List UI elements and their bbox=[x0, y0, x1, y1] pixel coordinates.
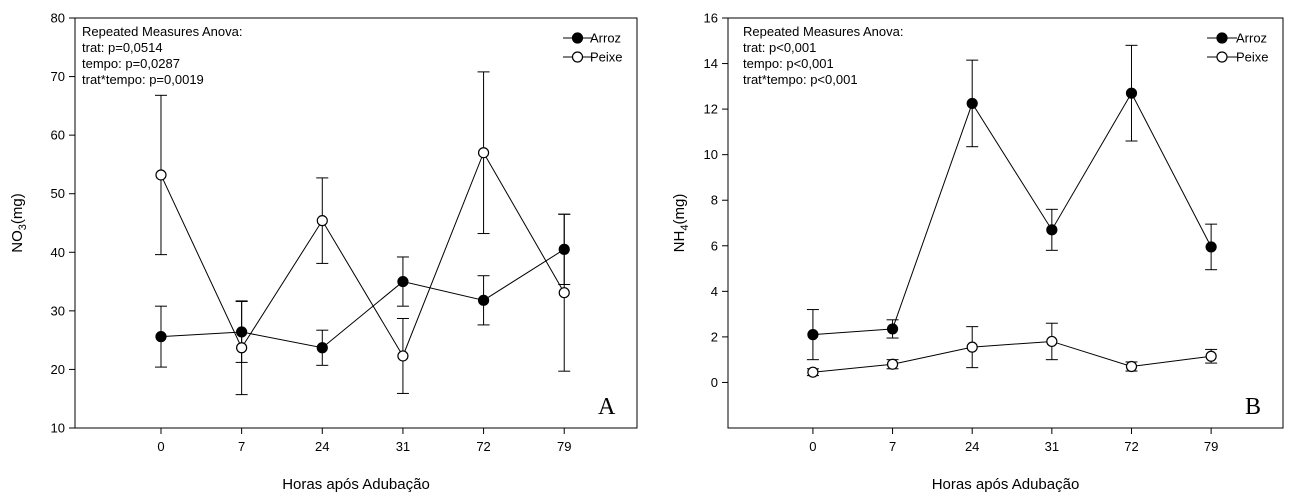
y-tick-label: 60 bbox=[51, 128, 65, 143]
panel-letter: B bbox=[1245, 394, 1261, 420]
data-point-peixe bbox=[477, 147, 490, 159]
y-axis-title-unit: (mg) bbox=[671, 194, 688, 225]
x-tick-label: 79 bbox=[557, 439, 571, 454]
y-tick-label: 80 bbox=[51, 11, 65, 26]
y-tick-label: 12 bbox=[704, 102, 718, 117]
data-point-peixe bbox=[886, 358, 899, 370]
legend-label-peixe: Peixe bbox=[590, 50, 623, 65]
y-tick-label: 2 bbox=[711, 329, 718, 344]
y-tick-label: 16 bbox=[704, 11, 718, 26]
y-axis-title-main: NH bbox=[671, 231, 688, 253]
data-point-arroz bbox=[316, 342, 328, 354]
anova-line: trat: p<0,001 bbox=[743, 40, 816, 55]
legend-marker-peixe bbox=[571, 51, 584, 63]
x-tick-label: 31 bbox=[396, 439, 410, 454]
data-point-arroz bbox=[886, 323, 899, 335]
data-point-peixe bbox=[558, 287, 570, 299]
plot-frame bbox=[74, 17, 638, 429]
legend-label-arroz: Arroz bbox=[1236, 31, 1267, 46]
anova-line: trat*tempo: p<0,001 bbox=[743, 72, 858, 87]
legend-marker-peixe bbox=[1216, 51, 1228, 63]
y-axis-title: NH4(mg) bbox=[671, 194, 691, 253]
data-point-arroz bbox=[155, 331, 167, 343]
y-tick-label: 40 bbox=[51, 245, 65, 260]
series-peixe bbox=[154, 71, 571, 396]
data-point-arroz bbox=[807, 329, 819, 341]
series-line-peixe bbox=[812, 340, 1212, 373]
data-point-arroz bbox=[397, 275, 409, 288]
series-line-arroz bbox=[160, 248, 565, 349]
series-line-peixe bbox=[160, 151, 565, 358]
data-point-peixe bbox=[966, 341, 978, 353]
chart-panel-a: 10 20 30 40 50 60 70 80 0 7 24 31 72 79 Horas após Adu… bbox=[9, 11, 638, 493]
data-point-arroz bbox=[1205, 241, 1217, 253]
legend-label-arroz: Arroz bbox=[590, 31, 621, 46]
x-tick-label: 0 bbox=[809, 439, 816, 454]
x-tick-label: 7 bbox=[889, 439, 896, 454]
anova-line: tempo: p=0,0287 bbox=[82, 56, 180, 71]
anova-line: Repeated Measures Anova: bbox=[743, 24, 903, 39]
y-tick-label: 4 bbox=[711, 284, 718, 299]
y-tick-label: 14 bbox=[704, 56, 718, 71]
data-point-peixe bbox=[316, 215, 328, 227]
x-tick-label: 79 bbox=[1204, 439, 1218, 454]
y-tick-label: 30 bbox=[51, 303, 65, 318]
data-point-arroz bbox=[966, 97, 978, 110]
y-tick-label: 8 bbox=[711, 193, 718, 208]
x-axis-title: Horas após Adubação bbox=[932, 476, 1080, 493]
y-tick-label: 10 bbox=[51, 421, 65, 436]
y-axis-title-subscript: 3 bbox=[17, 224, 29, 230]
data-point-peixe bbox=[155, 169, 167, 181]
y-axis-title-unit: (mg) bbox=[9, 193, 26, 224]
x-axis-title: Horas após Adubação bbox=[282, 476, 430, 493]
y-axis-title: NO3(mg) bbox=[9, 193, 29, 252]
data-point-peixe bbox=[1205, 350, 1217, 362]
x-tick-label: 7 bbox=[238, 439, 245, 454]
y-axis-title-subscript: 4 bbox=[679, 225, 691, 231]
anova-line: trat*tempo: p=0,0019 bbox=[82, 72, 204, 87]
panel-letter: A bbox=[598, 394, 616, 420]
legend-marker-arroz bbox=[1216, 32, 1228, 44]
data-point-peixe bbox=[1046, 335, 1058, 348]
y-tick-label: 10 bbox=[704, 147, 718, 162]
series-line-arroz bbox=[812, 92, 1212, 336]
data-point-peixe bbox=[807, 366, 819, 378]
anova-line: tempo: p<0,001 bbox=[743, 56, 834, 71]
x-tick-label: 72 bbox=[476, 439, 490, 454]
data-point-peixe bbox=[397, 350, 409, 362]
y-tick-label: 0 bbox=[711, 375, 718, 390]
y-tick-label: 50 bbox=[51, 186, 65, 201]
series-peixe bbox=[806, 322, 1218, 378]
y-tick-label: 70 bbox=[51, 69, 65, 84]
x-tick-label: 24 bbox=[965, 439, 979, 454]
y-axis-title-main: NO bbox=[9, 230, 26, 253]
y-tick-label: 6 bbox=[711, 238, 718, 253]
anova-line: trat: p=0,0514 bbox=[82, 40, 163, 55]
data-point-arroz bbox=[1046, 224, 1058, 236]
data-point-peixe bbox=[236, 342, 248, 354]
x-tick-label: 72 bbox=[1124, 439, 1138, 454]
x-tick-label: 0 bbox=[157, 439, 164, 454]
series-arroz bbox=[154, 213, 571, 368]
legend-label-peixe: Peixe bbox=[1236, 50, 1269, 65]
data-point-arroz bbox=[1125, 87, 1138, 99]
x-tick-label: 31 bbox=[1045, 439, 1059, 454]
anova-line: Repeated Measures Anova: bbox=[82, 24, 242, 39]
legend-marker-arroz bbox=[571, 32, 584, 44]
plot-frame bbox=[727, 17, 1284, 429]
series-arroz bbox=[806, 44, 1218, 361]
y-tick-label: 20 bbox=[51, 362, 65, 377]
x-tick-label: 24 bbox=[315, 439, 329, 454]
data-point-arroz bbox=[477, 294, 490, 306]
data-point-peixe bbox=[1125, 360, 1138, 373]
